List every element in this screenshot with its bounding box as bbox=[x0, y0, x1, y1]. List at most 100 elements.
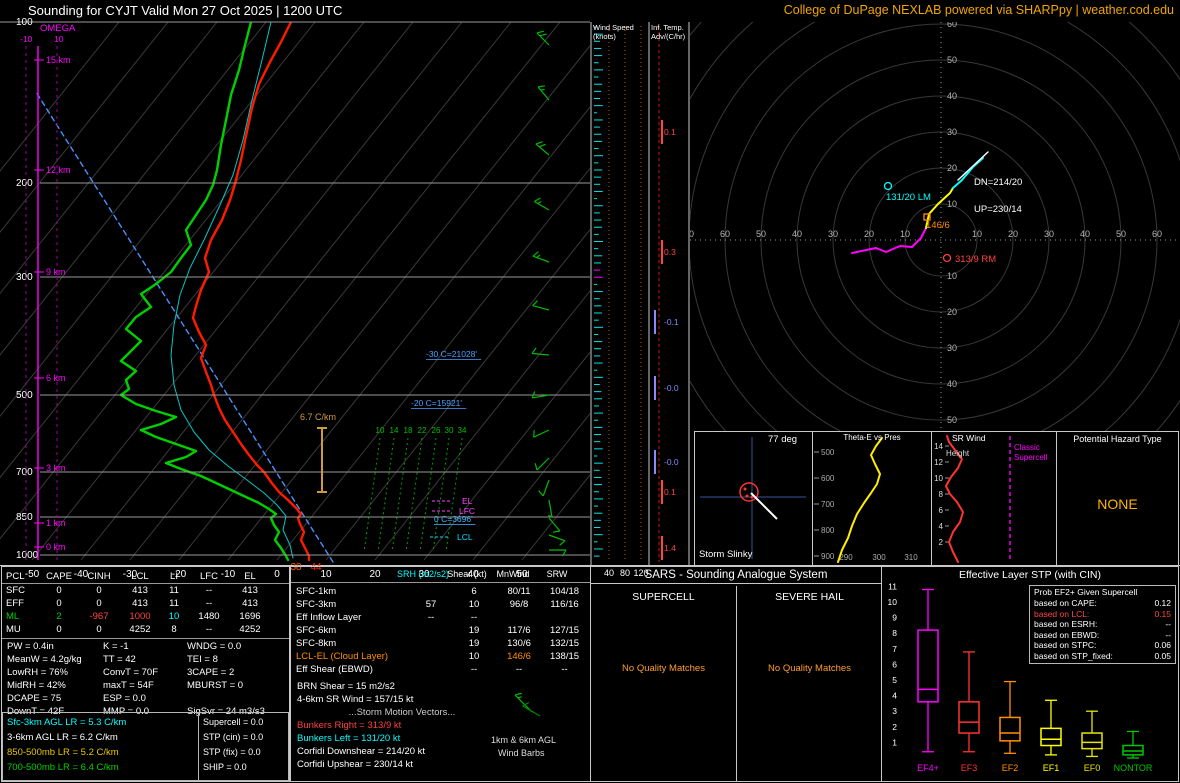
pressure-label: 850 bbox=[16, 512, 33, 523]
temp-adv-value: -0.0 bbox=[664, 383, 679, 393]
kinematics-cell: 146/6 bbox=[507, 651, 531, 662]
parcel-cell: -- bbox=[205, 624, 213, 635]
lapse-rate-line: Sfc-3km AGL LR = 5.3 C/km bbox=[7, 717, 127, 728]
hodo-ring-label: 20 bbox=[947, 307, 957, 317]
thetae-pressure-label: 700 bbox=[821, 500, 835, 509]
thetae-pressure-label: 900 bbox=[821, 552, 835, 561]
stp-panel: Effective Layer STP (with CIN) Prob EF2+… bbox=[881, 566, 1179, 782]
kinematics-cell bbox=[410, 663, 452, 676]
kinematics-cell: 19 bbox=[468, 638, 480, 649]
height-label: 1 km bbox=[46, 518, 66, 528]
kinematics-cell: 104/18 bbox=[549, 586, 580, 597]
temp-axis-label: 20 bbox=[369, 569, 381, 580]
temp-adv-strip: 0.1 0.3 -0.1 -0.0 -0.0 0.1 1.4 bbox=[654, 26, 679, 562]
parcel-cell: 4252 bbox=[239, 624, 261, 635]
stp-ytick: 2 bbox=[892, 722, 897, 732]
hodo-ring-label: 50 bbox=[756, 229, 766, 239]
wind-speed-tick-label: 40 bbox=[604, 568, 614, 578]
thermo-stat: TT = 42 bbox=[103, 654, 136, 665]
thermo-stat: MBURST = 0 bbox=[187, 680, 244, 691]
kinematics-cell bbox=[496, 611, 542, 624]
temp-adv-value: -0.0 bbox=[664, 457, 679, 467]
mixing-ratio-label: 30 bbox=[445, 426, 454, 435]
hodo-label: UP=230/14 bbox=[974, 204, 1022, 215]
stp-title: Effective Layer STP (with CIN) bbox=[959, 569, 1101, 581]
hodo-label: 313/9 RM bbox=[955, 254, 996, 265]
hazard-value: NONE bbox=[1097, 496, 1138, 512]
temp-axis-label: 10 bbox=[320, 569, 332, 580]
kinematics-cell: SFC-6km bbox=[296, 625, 337, 636]
wind-speed-strip: 40 80 120 bbox=[594, 26, 649, 578]
parcel-cell: 0 bbox=[96, 585, 102, 596]
height-label: 0 km bbox=[46, 542, 66, 552]
storm-slinky-panel bbox=[694, 431, 813, 566]
kin-header-shear: Shear (kt) bbox=[447, 569, 487, 579]
kinematics-cell: 96/8 bbox=[509, 599, 529, 610]
temp-axis-label: -20 bbox=[172, 569, 187, 580]
kinematics-cell: 132/15 bbox=[549, 638, 580, 649]
stp-ytick: 3 bbox=[892, 706, 897, 716]
thermo-stats-row: DownT = 42F MMP = 0.0 SigSvr = 24 m3/s3 bbox=[2, 705, 289, 718]
parcel-cell: 0 bbox=[96, 624, 102, 635]
lapse-rate-line: 850-500mb LR = 5.2 C/km bbox=[7, 747, 119, 758]
skewt-wind-barbs bbox=[531, 30, 567, 557]
shear-line: 4-6km SR Wind = 157/15 kt bbox=[297, 694, 414, 705]
hodo-ring-label: 10 bbox=[947, 271, 957, 281]
kinematics-row: SFC-6km 19 117/6 127/15 bbox=[291, 624, 590, 637]
hodo-ring-label: 40 bbox=[792, 229, 802, 239]
parcel-column-header: LCL bbox=[131, 571, 149, 582]
parcel-column-header: LFC bbox=[200, 571, 218, 582]
thermo-stat: PW = 0.4in bbox=[7, 641, 54, 652]
hodo-ring-label: 60 bbox=[947, 19, 957, 29]
hodo-ring-label: 50 bbox=[947, 55, 957, 65]
kinematics-cell: 138/15 bbox=[549, 651, 580, 662]
kin-header-srh: SRH (m2/s2) bbox=[396, 569, 450, 579]
stp-ytick: 10 bbox=[888, 597, 898, 607]
parcel-cell: 1000 bbox=[129, 611, 151, 622]
thermo-stat: DCAPE = 75 bbox=[7, 693, 62, 704]
page-title: Sounding for CYJT Valid Mon 27 Oct 2025 … bbox=[28, 3, 343, 18]
stp-legend-value: 0.15 bbox=[1154, 608, 1171, 619]
pressure-label: 700 bbox=[16, 467, 33, 478]
storm-motion-block: BRN Shear = 15 m2/s2 4-6km SR Wind = 157/… bbox=[291, 676, 590, 771]
thermo-stats-row: LowRH = 76% ConvT = 70F 3CAPE = 2 bbox=[2, 666, 289, 679]
temp-axis-label: -30 bbox=[123, 569, 138, 580]
thermo-stat: ConvT = 70F bbox=[103, 667, 159, 678]
srwind-height-label: 14 bbox=[934, 442, 943, 451]
hazard-title: Potential Hazard Type bbox=[1073, 434, 1162, 444]
srwind-height-label: 10 bbox=[934, 474, 943, 483]
temp-axis-label: -40 bbox=[74, 569, 89, 580]
thermo-stat: MeanW = 4.2g/kg bbox=[7, 654, 82, 665]
kinematics-cell bbox=[410, 585, 452, 598]
omega-label: OMEGA bbox=[40, 23, 76, 34]
srwind-height-label: 6 bbox=[939, 506, 944, 515]
kinematics-row: SFC-8km 19 130/6 132/15 bbox=[291, 637, 590, 650]
hodo-ring-label: 50 bbox=[1116, 229, 1126, 239]
hodo-ring-label: 60 bbox=[1152, 229, 1162, 239]
kin-header-srw: SRW bbox=[546, 569, 568, 579]
kinematics-table: SFC-1km 6 80/11 104/18 SFC-3km 57 10 96/8 116/16… bbox=[291, 583, 590, 676]
kinematics-cell: 116/16 bbox=[550, 599, 579, 610]
thetae-panel bbox=[812, 431, 932, 566]
stp-legend-value: 0.06 bbox=[1154, 640, 1171, 650]
parcel-cell: 11 bbox=[169, 585, 179, 596]
pressure-label: 200 bbox=[16, 178, 33, 189]
kinematics-cell: 117/6 bbox=[507, 625, 531, 636]
hodo-ring-label: 50 bbox=[947, 415, 957, 425]
hodo-ring-label: 60 bbox=[720, 229, 730, 239]
temp-adv-panel-title: Inf. Temp. Adv/(C/hr) bbox=[651, 23, 686, 41]
hodo-ring-label: 40 bbox=[947, 379, 957, 389]
parcel-cell: 0 bbox=[56, 598, 62, 609]
stp-ytick: 7 bbox=[892, 644, 897, 654]
stp-ytick: 9 bbox=[892, 613, 897, 623]
stp-legend-row: based on LCL: 0.15 bbox=[1034, 609, 1171, 620]
stp-legend-title: Prob EF2+ Given Supercell bbox=[1034, 587, 1138, 597]
composite-index-line: STP (cin) = 0.0 bbox=[203, 732, 264, 742]
thermo-panel: PCL CAPE CINH LCL LI LFC EL SFC 0 0 413 11 -- 413 EFF 0… bbox=[1, 566, 290, 782]
thermo-stat: 3CAPE = 2 bbox=[187, 667, 235, 678]
stp-legend-label: based on STPC: bbox=[1034, 640, 1097, 650]
thermo-stat: MidRH = 42% bbox=[7, 680, 66, 691]
hodo-ring-label: 70 bbox=[684, 229, 694, 239]
kinematics-cell bbox=[410, 650, 452, 663]
temp-adv-value: -0.1 bbox=[664, 317, 679, 327]
